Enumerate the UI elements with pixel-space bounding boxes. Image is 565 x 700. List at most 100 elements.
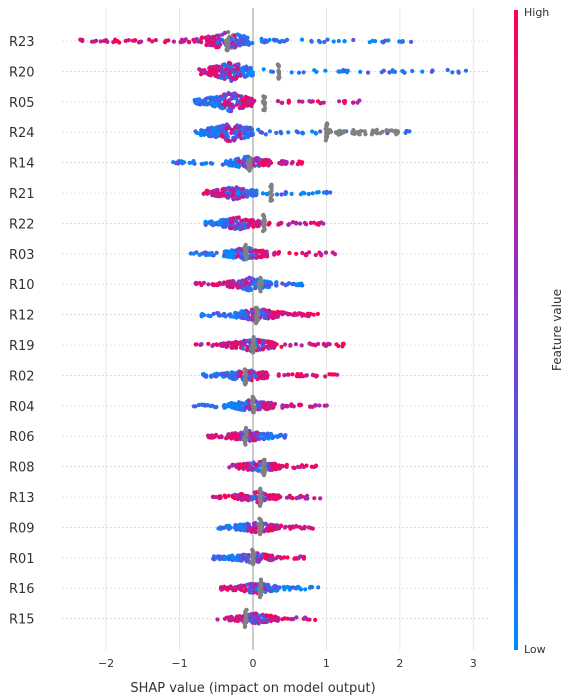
missing-point bbox=[393, 129, 398, 134]
missing-point bbox=[254, 310, 259, 315]
missing-point bbox=[269, 188, 274, 194]
shap-point bbox=[231, 282, 236, 287]
shap-point bbox=[233, 371, 238, 377]
feature-label: R24 bbox=[9, 126, 35, 141]
shap-point bbox=[316, 341, 321, 346]
missing-point bbox=[324, 132, 329, 137]
shap-point bbox=[297, 403, 303, 408]
shap-point bbox=[219, 435, 224, 440]
shap-point bbox=[231, 138, 237, 143]
shap-point bbox=[310, 526, 315, 531]
shap-point bbox=[237, 249, 242, 255]
shap-point bbox=[137, 40, 142, 45]
shap-point bbox=[237, 105, 242, 111]
shap-point bbox=[323, 374, 328, 379]
shap-point bbox=[239, 315, 244, 320]
missing-point bbox=[251, 409, 256, 414]
shap-point bbox=[253, 157, 258, 162]
shap-point bbox=[215, 96, 220, 101]
missing-point bbox=[225, 37, 230, 42]
shap-point bbox=[289, 161, 294, 166]
shap-point bbox=[235, 32, 240, 37]
shap-point bbox=[289, 70, 294, 75]
shap-point bbox=[321, 221, 326, 226]
shap-point bbox=[241, 103, 246, 108]
shap-point bbox=[224, 254, 230, 259]
shap-point bbox=[227, 102, 233, 107]
shap-point bbox=[386, 38, 391, 43]
colorbar: High Low Feature value bbox=[514, 6, 564, 656]
shap-point bbox=[224, 130, 229, 136]
shap-point bbox=[223, 556, 228, 562]
shap-point bbox=[410, 68, 415, 74]
shap-point bbox=[252, 611, 257, 617]
shap-point bbox=[296, 555, 301, 561]
shap-point bbox=[409, 39, 414, 45]
shap-point bbox=[243, 401, 248, 406]
shap-point bbox=[241, 34, 247, 39]
feature-label: R23 bbox=[9, 35, 35, 50]
shap-point bbox=[272, 310, 277, 315]
shap-point bbox=[315, 311, 320, 316]
missing-point bbox=[257, 286, 262, 291]
shap-point bbox=[224, 75, 229, 80]
feature-labels: R23 R20 R05 R24 R14 R21 R22 R03 R10 R12 R19 R02 R04 R… bbox=[9, 35, 35, 628]
shap-point bbox=[225, 138, 230, 143]
missing-point bbox=[225, 47, 230, 52]
shap-point bbox=[126, 38, 131, 43]
shap-point bbox=[282, 373, 287, 378]
feature-label: R20 bbox=[9, 65, 35, 80]
missing-point bbox=[268, 198, 273, 203]
missing-point bbox=[276, 76, 281, 81]
shap-point bbox=[278, 129, 283, 134]
shap-point bbox=[228, 216, 233, 221]
shap-point bbox=[176, 159, 181, 164]
feature-label: R04 bbox=[9, 400, 35, 415]
missing-point bbox=[251, 347, 256, 352]
shap-point bbox=[295, 162, 300, 167]
shap-point bbox=[236, 93, 241, 98]
missing-point bbox=[258, 497, 263, 502]
shap-point bbox=[238, 370, 243, 375]
shap-point bbox=[269, 613, 274, 618]
feature-label: R09 bbox=[9, 521, 35, 536]
shap-point bbox=[283, 342, 288, 347]
shap-point bbox=[263, 552, 268, 557]
shap-point bbox=[201, 191, 207, 196]
shap-point bbox=[214, 342, 219, 347]
shap-point bbox=[265, 526, 270, 532]
shap-point bbox=[456, 70, 461, 75]
grid-lines bbox=[62, 8, 488, 650]
missing-point bbox=[362, 129, 367, 134]
shap-point bbox=[235, 62, 240, 67]
shap-point bbox=[219, 133, 224, 138]
missing-point bbox=[244, 257, 249, 262]
feature-label: R16 bbox=[9, 582, 35, 597]
missing-point bbox=[342, 129, 347, 134]
shap-point bbox=[214, 127, 219, 132]
shap-point bbox=[275, 523, 280, 528]
shap-point bbox=[239, 491, 244, 497]
shap-point bbox=[244, 126, 249, 131]
shap-point bbox=[166, 38, 171, 43]
shap-point bbox=[211, 311, 216, 316]
shap-point bbox=[187, 160, 192, 165]
shap-point bbox=[217, 68, 222, 73]
shap-point bbox=[206, 42, 211, 47]
shap-point bbox=[250, 71, 255, 76]
shap-point bbox=[259, 432, 264, 437]
shap-point bbox=[383, 38, 388, 43]
missing-point bbox=[243, 609, 248, 615]
shap-point bbox=[237, 226, 243, 231]
shap-point bbox=[230, 553, 235, 558]
shap-point bbox=[357, 98, 362, 103]
shap-point bbox=[274, 130, 279, 135]
shap-point bbox=[285, 37, 290, 43]
shap-point bbox=[235, 314, 240, 319]
shap-point bbox=[272, 343, 277, 348]
missing-point bbox=[378, 131, 383, 136]
shap-point bbox=[243, 525, 248, 530]
shap-point bbox=[400, 39, 405, 44]
shap-point bbox=[243, 217, 249, 222]
shap-point bbox=[297, 282, 302, 287]
